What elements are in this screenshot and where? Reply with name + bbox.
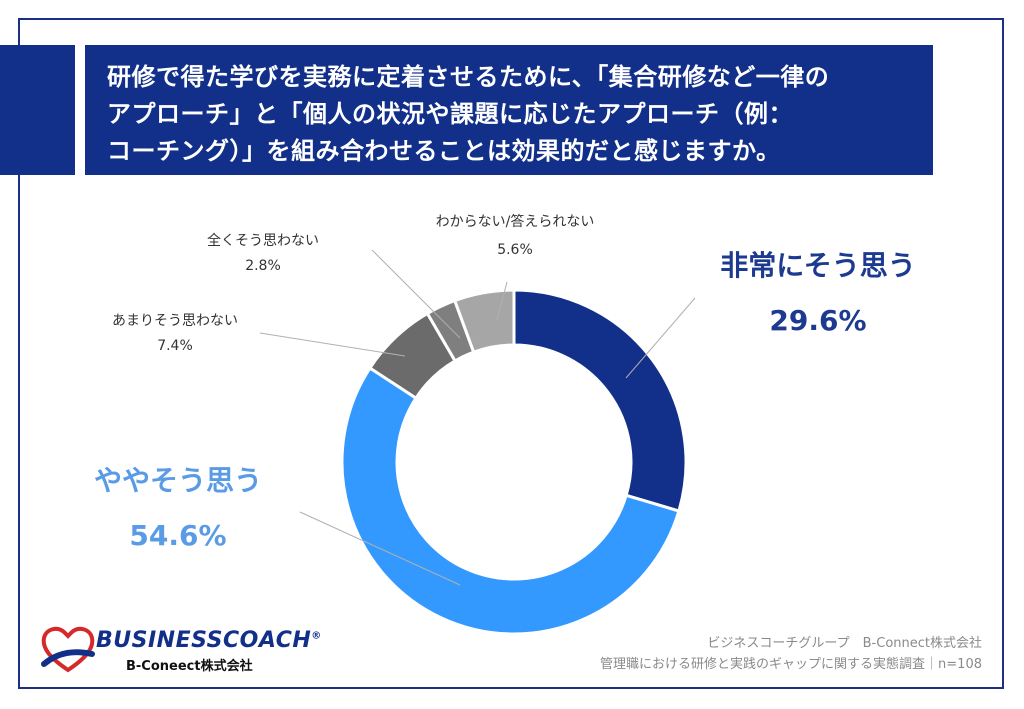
footer-source: ビジネスコーチグループ B-Connect株式会社 bbox=[707, 636, 982, 651]
title-line-1: 研修で得た学びを実務に定着させるために、「集合研修など一律の bbox=[107, 63, 830, 91]
slice-2 bbox=[340, 365, 681, 636]
slice-value-4: 2.8% bbox=[245, 258, 281, 274]
leader-line-4 bbox=[371, 249, 461, 339]
leader-line-1 bbox=[625, 297, 696, 379]
slice-label-4: 全くそう思わない bbox=[207, 232, 319, 249]
business-coach-logo: BUSINESSCOACH® B-Coneect株式会社 bbox=[40, 624, 322, 676]
logo-wordmark: BUSINESSCOACH® bbox=[96, 628, 322, 653]
registered-mark: ® bbox=[311, 630, 322, 642]
slice-label-2: ややそう思う bbox=[94, 464, 262, 497]
slice-value-5: 5.6% bbox=[497, 242, 533, 258]
slice-label-5: わからない/答えられない bbox=[436, 213, 595, 230]
slice-value-2: 54.6% bbox=[129, 519, 226, 552]
slice-5 bbox=[452, 288, 516, 355]
question-title: 研修で得た学びを実務に定着させるために、「集合研修など一律の アプローチ」と「個… bbox=[85, 45, 933, 175]
leader-line-5 bbox=[496, 281, 508, 321]
slice-1 bbox=[512, 288, 688, 513]
slice-label-1: 非常にそう思う bbox=[720, 249, 915, 282]
heart-logo-icon bbox=[41, 626, 95, 673]
slice-value-3: 7.4% bbox=[157, 338, 193, 354]
title-accent-bar bbox=[0, 45, 75, 175]
slice-label-3: あまりそう思わない bbox=[112, 313, 238, 329]
title-line-2: アプローチ」と「個人の状況や課題に応じたアプローチ（例： bbox=[107, 100, 793, 128]
title-line-3: コーチング）」を組み合わせることは効果的だと感じますか。 bbox=[107, 137, 781, 165]
footer-survey: 管理職における研修と実践のギャップに関する実態調査｜n=108 bbox=[600, 657, 982, 672]
slice-value-1: 29.6% bbox=[769, 304, 866, 337]
leader-line-2 bbox=[299, 511, 461, 586]
logo-name: BUSINESSCOACH bbox=[96, 628, 312, 653]
logo-company: B-Coneect株式会社 bbox=[126, 659, 253, 674]
leader-line-3 bbox=[259, 332, 406, 357]
